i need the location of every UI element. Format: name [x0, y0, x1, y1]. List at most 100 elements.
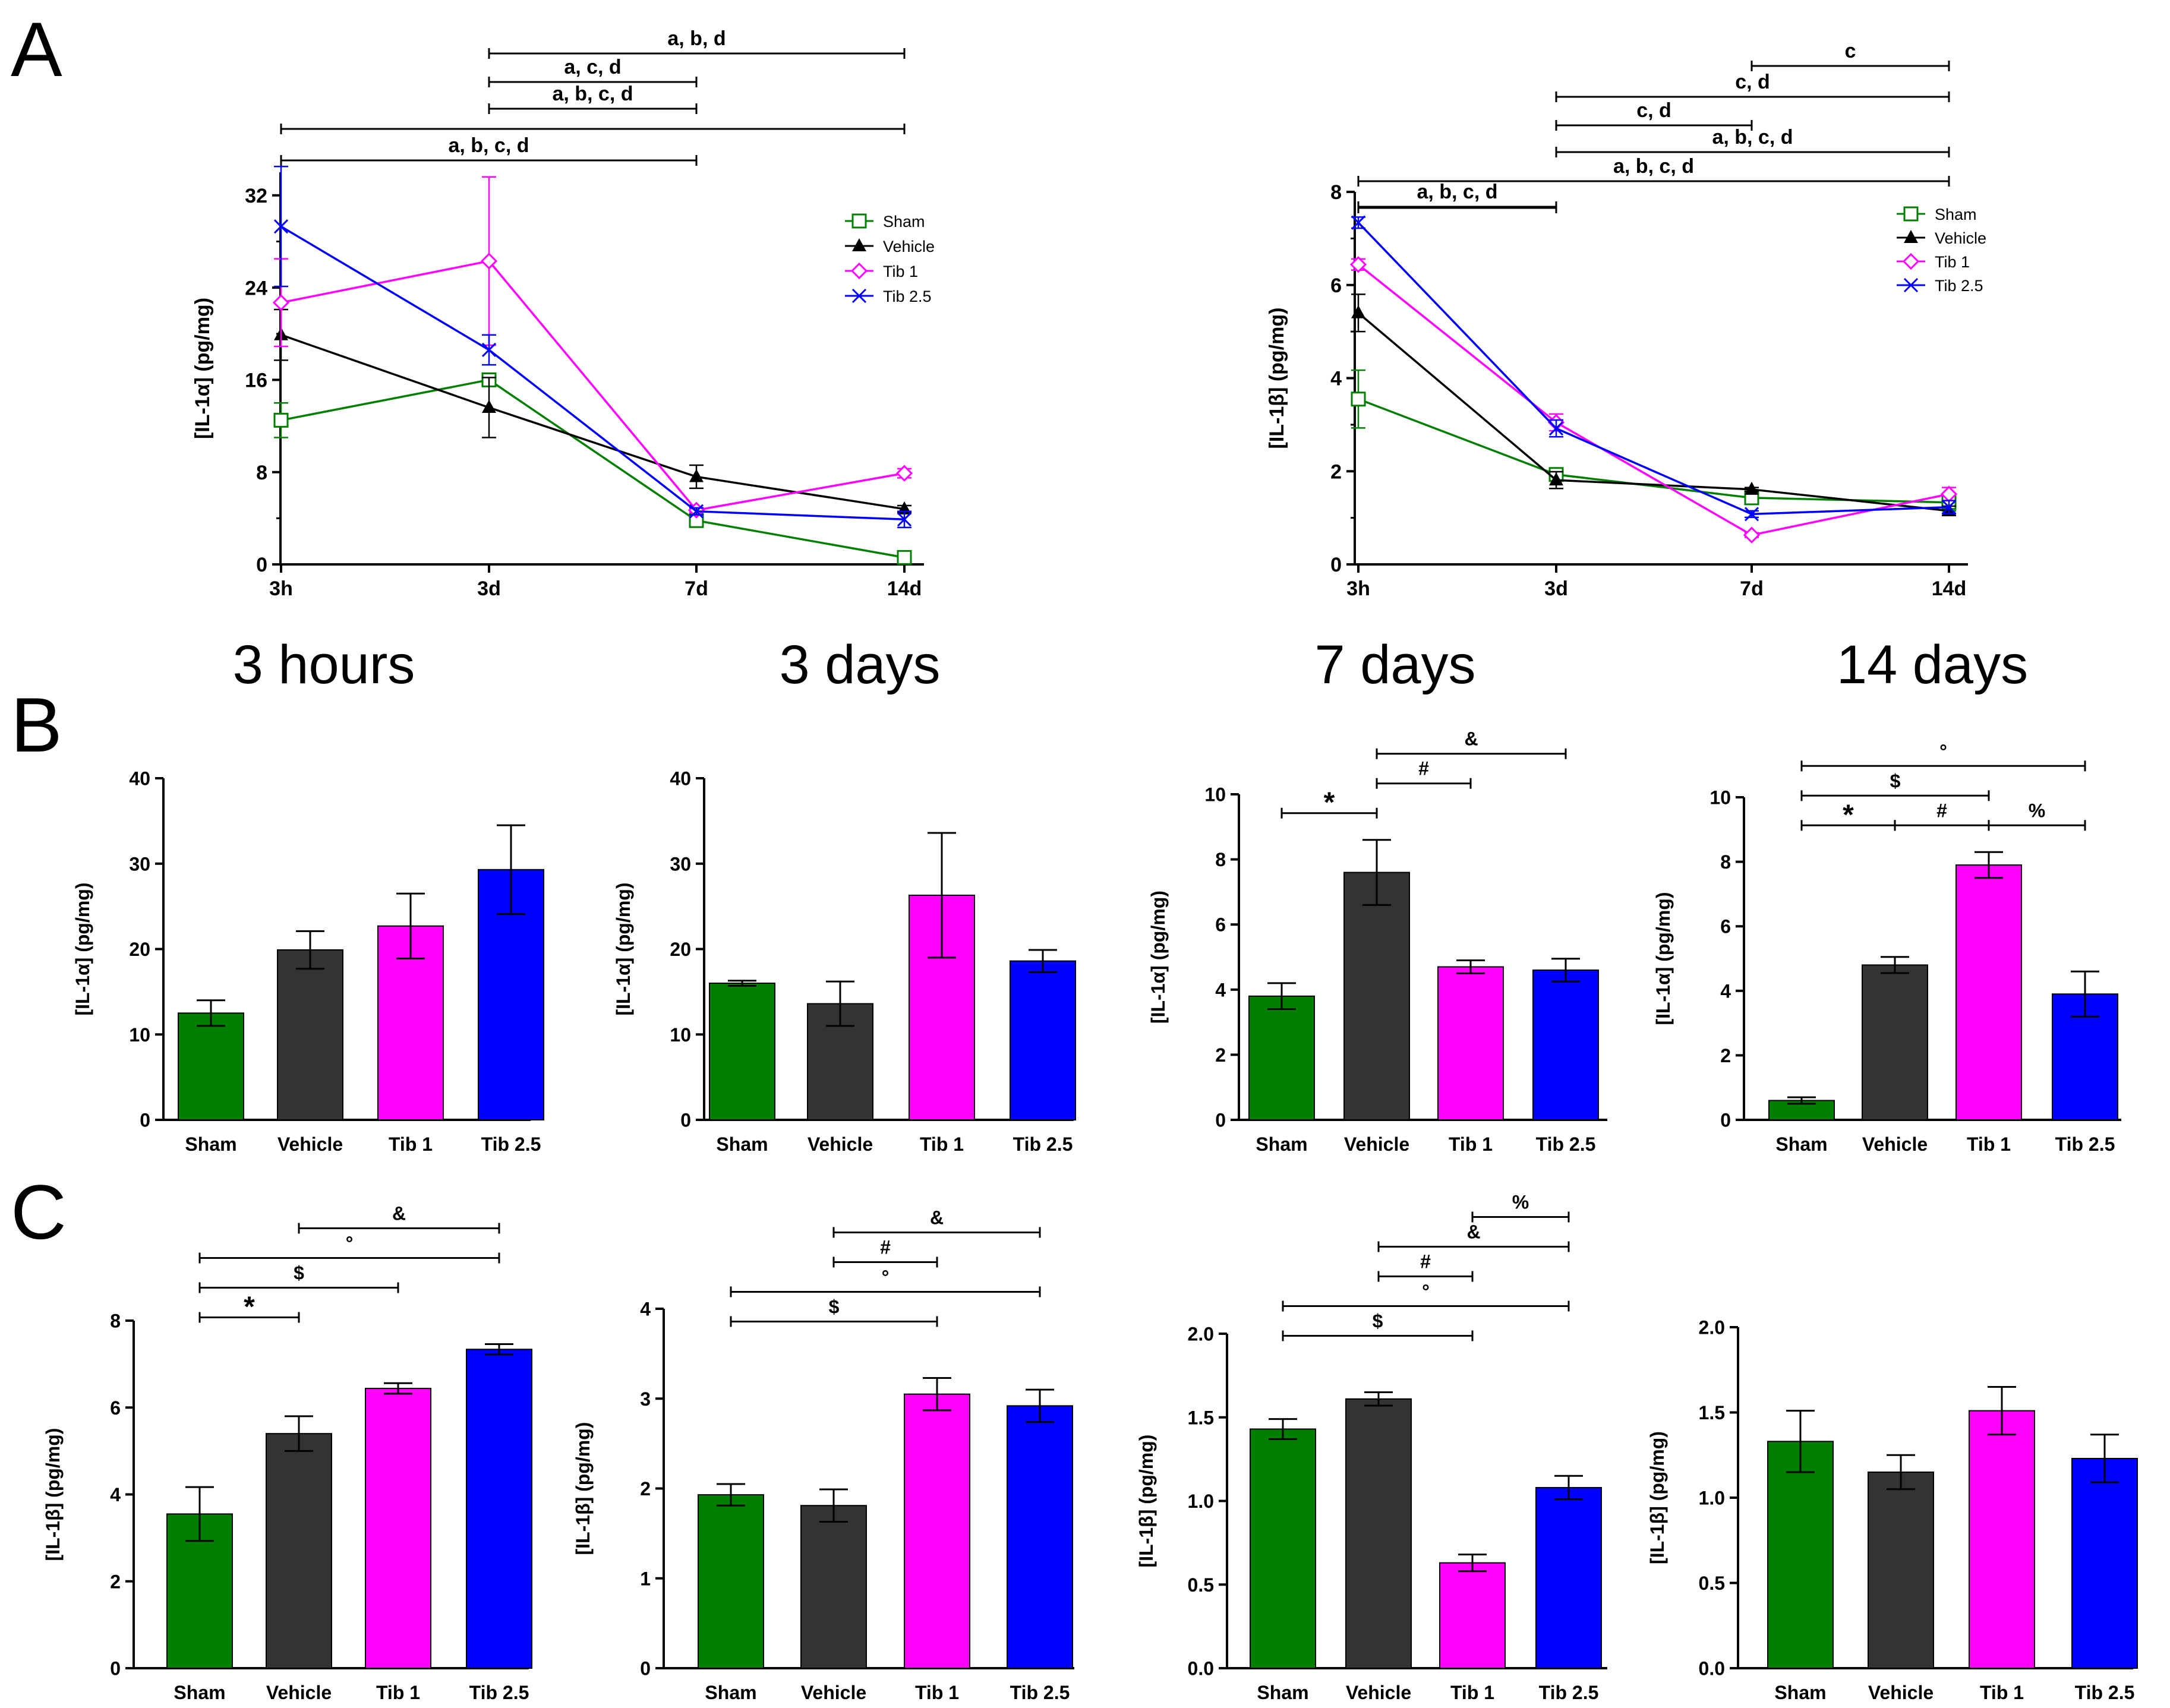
y-tick-label: 2 [110, 1571, 121, 1592]
line-chart-a-left: 0 8 16 24 32 3h 3d 7d 14d [IL-1α] (pg/mg) Sham Vehi… [191, 27, 935, 600]
y-axis-label: [IL-1β] (pg/mg) [1136, 1435, 1157, 1568]
bracket-2-label: a, b, c, d [552, 83, 633, 105]
y-tick-label: 1.0 [1699, 1488, 1725, 1509]
bracket-0-label: a, b, d [667, 27, 726, 50]
bracket-1-label: c, d [1735, 71, 1770, 93]
legend-label-tib-2-5: Tib 2.5 [1935, 277, 1983, 295]
bar-vehicle [1868, 1471, 1934, 1669]
x-tick-label-3d: 3d [477, 577, 501, 600]
x-tick-label-sham: Sham [1774, 1682, 1826, 1703]
bracket-2-label: # [1420, 1251, 1431, 1273]
y-tick-label: 0 [640, 1658, 651, 1679]
bracket-0-label: % [1512, 1192, 1529, 1213]
y-axis-label: [IL-1β] (pg/mg) [572, 1422, 594, 1555]
point-tib-1-7d [1743, 526, 1761, 544]
bar-tib-1 [1955, 864, 2022, 1121]
time-header-3-days: 3 days [779, 634, 940, 695]
y-tick-label: 1.0 [1188, 1491, 1214, 1512]
x-tick-label-vehicle: Vehicle [277, 1134, 343, 1155]
y-tick-label: 0.0 [1188, 1658, 1214, 1679]
x-tick-label-tib-2-5: Tib 2.5 [1013, 1134, 1073, 1155]
y-tick-label: 0.5 [1699, 1573, 1725, 1594]
bracket-2-label: ° [882, 1266, 890, 1287]
time-header-14-days: 14 days [1837, 634, 2028, 695]
legend-marker-tib-2-5 [1903, 277, 1919, 293]
x-tick-label-sham: Sham [185, 1134, 236, 1155]
point-tib-2-5-7d [689, 504, 704, 519]
series-line-tib-1 [1357, 263, 1950, 536]
point-vehicle-7d [1745, 481, 1759, 495]
y-tick-label: 0 [1215, 1110, 1226, 1131]
x-tick-label-tib-2-5: Tib 2.5 [1536, 1134, 1596, 1155]
series-line-vehicle [1357, 312, 1950, 512]
bar-sham [1250, 1428, 1316, 1669]
y-axis-label: [IL-1β] (pg/mg) [1647, 1431, 1668, 1564]
bracket-3-label: ° [1422, 1281, 1430, 1302]
legend-marker-sham [851, 213, 867, 229]
x-tick-label-3h: 3h [269, 577, 293, 600]
x-tick-label-sham: Sham [1257, 1682, 1308, 1703]
bar-tib-1 [1437, 966, 1504, 1120]
bracket-0-label: & [1464, 728, 1478, 750]
point-sham-3h [273, 412, 289, 428]
series-tib-1 [272, 176, 913, 519]
y-tick-label: 4 [640, 1299, 651, 1320]
y-tick-label: 6 [1330, 274, 1342, 297]
bar-tib-1 [1439, 1562, 1506, 1669]
x-tick-label-tib-2-5: Tib 2.5 [481, 1134, 541, 1155]
y-tick-label: 4 [1720, 980, 1731, 1002]
series-sham [1351, 369, 1957, 512]
bar-chart-c-3d: 0 1 2 3 4 [IL-1β] (pg/mg) Sham Vehicle Tib 1 Tib … [572, 1207, 1074, 1703]
bracket-1-label: & [1466, 1221, 1480, 1243]
bracket-3-label: # [1936, 800, 1947, 821]
bracket-4-label: $ [1373, 1311, 1383, 1332]
bar-vehicle [266, 1433, 332, 1669]
y-tick-label: 6 [110, 1397, 121, 1419]
bar-tib-2-5 [1007, 1405, 1073, 1669]
y-tick-label: 1.5 [1699, 1402, 1725, 1423]
y-axis-label: [IL-1α] (pg/mg) [72, 882, 93, 1015]
y-axis-label: [IL-1β] (pg/mg) [42, 1428, 64, 1561]
y-tick-label: 16 [245, 370, 267, 392]
bracket-3-label: * [244, 1291, 255, 1322]
x-tick-label-14d: 14d [887, 577, 922, 600]
point-tib-2-5-3h [1351, 215, 1366, 230]
bar-vehicle [1862, 964, 1928, 1120]
point-sham-3h [1351, 392, 1366, 407]
point-sham-14d [897, 550, 912, 565]
series-line-sham [1358, 398, 1950, 504]
bar-vehicle [1343, 872, 1410, 1121]
bracket-0-label: & [930, 1207, 944, 1228]
legend: Sham Vehicle Tib 1 Tib 2.5 [845, 213, 935, 305]
bar-sham [709, 983, 775, 1120]
legend-label-vehicle: Vehicle [1935, 229, 1986, 247]
bracket-0-label: & [392, 1202, 406, 1224]
x-tick-label-sham: Sham [716, 1134, 768, 1155]
y-tick-label: 6 [1720, 916, 1731, 937]
legend: Sham Vehicle Tib 1 Tib 2.5 [1897, 206, 1986, 295]
y-tick-label: 0 [140, 1110, 150, 1131]
y-tick-label: 2 [640, 1478, 651, 1499]
point-tib-2-5-3d [1548, 421, 1564, 436]
y-tick-label: 10 [1204, 784, 1226, 806]
point-tib-2-5-7d-stroke-b [1744, 507, 1759, 522]
panel-label-a: A [11, 6, 62, 93]
bar-tib-2-5 [466, 1349, 532, 1669]
x-tick-label-vehicle: Vehicle [1862, 1134, 1928, 1155]
bar-tib-2-5 [1535, 1486, 1602, 1669]
y-tick-label: 20 [670, 939, 691, 960]
y-tick-label: 2.0 [1188, 1324, 1214, 1345]
legend-label-tib-1: Tib 1 [1935, 253, 1970, 271]
time-header-7-days: 7 days [1314, 634, 1475, 695]
y-tick-label: 8 [1720, 851, 1731, 873]
bar-tib-2-5 [1010, 960, 1076, 1120]
x-tick-label-tib-1: Tib 1 [1980, 1682, 2024, 1703]
bar-tib-1 [365, 1388, 431, 1669]
y-tick-label: 0 [256, 554, 267, 576]
y-tick-label: 20 [129, 939, 150, 960]
y-tick-label: 2 [1215, 1044, 1226, 1066]
point-tib-2-5-14d-stroke-b [1941, 500, 1957, 514]
bar-sham [1248, 995, 1315, 1121]
x-tick-label-tib-1: Tib 1 [920, 1134, 964, 1155]
point-vehicle-3d [1549, 472, 1563, 486]
